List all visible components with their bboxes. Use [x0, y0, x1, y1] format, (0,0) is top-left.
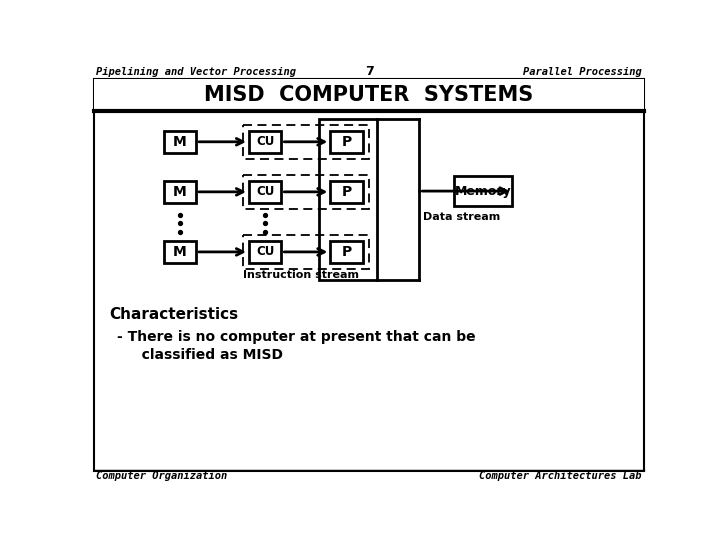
Text: 7: 7 [364, 65, 374, 78]
Text: classified as MISD: classified as MISD [127, 348, 283, 362]
Bar [163, 131, 196, 153]
Text: Computer Organization: Computer Organization [96, 471, 228, 481]
Bar [163, 181, 196, 202]
Text: Pipelining and Vector Processing: Pipelining and Vector Processing [96, 67, 296, 77]
Text: CU: CU [256, 185, 274, 198]
Bar [249, 181, 282, 202]
Text: M: M [173, 135, 186, 149]
Bar [330, 131, 363, 153]
Text: P: P [341, 135, 351, 149]
Text: Data stream: Data stream [423, 212, 500, 222]
Bar [243, 125, 369, 159]
Bar [249, 131, 282, 153]
Bar [163, 241, 196, 262]
Bar [243, 235, 369, 269]
Text: M: M [173, 245, 186, 259]
Bar [330, 181, 363, 202]
Text: Instruction stream: Instruction stream [243, 271, 359, 280]
Bar [243, 175, 369, 209]
Text: M: M [173, 185, 186, 199]
Bar [94, 79, 644, 111]
Bar [319, 119, 377, 280]
Bar [330, 241, 363, 262]
Text: P: P [341, 185, 351, 199]
Text: Parallel Processing: Parallel Processing [523, 67, 642, 77]
Text: Computer Architectures Lab: Computer Architectures Lab [480, 471, 642, 481]
Text: Characteristics: Characteristics [109, 307, 238, 322]
Text: Memory: Memory [455, 185, 512, 198]
Text: CU: CU [256, 136, 274, 148]
Bar [249, 241, 282, 262]
Text: - There is no computer at present that can be: - There is no computer at present that c… [117, 330, 476, 345]
Text: CU: CU [256, 245, 274, 259]
Bar [454, 177, 513, 206]
Text: P: P [341, 245, 351, 259]
Text: MISD  COMPUTER  SYSTEMS: MISD COMPUTER SYSTEMS [204, 85, 534, 105]
